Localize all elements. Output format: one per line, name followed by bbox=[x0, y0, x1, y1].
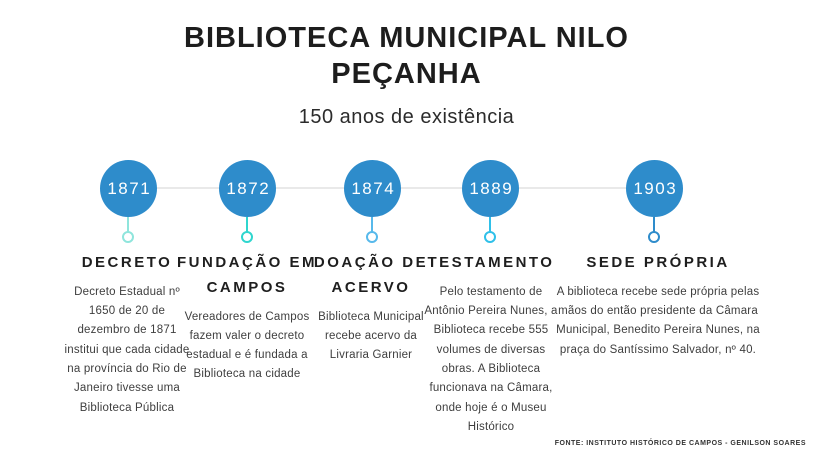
page-title: BIBLIOTECA MUNICIPAL NILO PEÇANHA bbox=[0, 20, 813, 93]
timeline-node-1872: 1872 bbox=[219, 160, 276, 217]
event-body: Pelo testamento de Antônio Pereira Nunes… bbox=[424, 285, 558, 433]
event-heading: DECRETO bbox=[81, 254, 173, 271]
header: BIBLIOTECA MUNICIPAL NILO PEÇANHA 150 an… bbox=[0, 20, 813, 129]
page-title-line1: BIBLIOTECA MUNICIPAL NILO bbox=[184, 22, 629, 54]
year-label: 1903 bbox=[633, 178, 678, 198]
source-credit: FONTE: INSTITUTO HISTÓRICO DE CAMPOS - G… bbox=[554, 440, 806, 447]
event-body: A biblioteca recebe sede própria pelas m… bbox=[556, 285, 760, 356]
event-body: Vereadores de Campos fazem valer o decre… bbox=[184, 310, 310, 381]
connector-stem bbox=[653, 217, 655, 232]
connector-ring-icon bbox=[241, 231, 253, 243]
event-body: Decreto Estadual nº 1650 de 20 de dezemb… bbox=[64, 285, 190, 414]
connector-stem bbox=[246, 217, 248, 232]
event-heading: TESTAMENTO bbox=[427, 254, 555, 271]
event-heading: FUNDAÇÃO EM CAMPOS bbox=[177, 254, 317, 296]
event-heading: SEDE PRÓPRIA bbox=[586, 254, 730, 271]
year-label: 1889 bbox=[469, 178, 514, 198]
connector-ring-icon bbox=[122, 231, 134, 243]
timeline-node-1889: 1889 bbox=[462, 160, 519, 217]
timeline-node-1871: 1871 bbox=[100, 160, 157, 217]
connector-ring-icon bbox=[366, 231, 378, 243]
connector-stem bbox=[127, 217, 129, 232]
page-title-line2: PEÇANHA bbox=[331, 58, 482, 91]
connector-ring-icon bbox=[484, 231, 496, 243]
event-fundacao-em-campos: FUNDAÇÃO EM CAMPOS Vereadores de Campos … bbox=[177, 251, 317, 385]
timeline-node-1874: 1874 bbox=[344, 160, 401, 217]
event-body: Biblioteca Municipal recebe acervo da Li… bbox=[318, 310, 424, 362]
timeline-node-1903: 1903 bbox=[626, 160, 683, 217]
page-subtitle: 150 anos de existência bbox=[298, 105, 515, 128]
event-sede-propria: SEDE PRÓPRIA A biblioteca recebe sede pr… bbox=[545, 251, 771, 360]
connector-ring-icon bbox=[648, 231, 660, 243]
year-label: 1871 bbox=[107, 178, 152, 198]
connector-stem bbox=[371, 217, 373, 232]
year-label: 1874 bbox=[351, 178, 396, 198]
year-label: 1872 bbox=[226, 178, 271, 198]
event-testamento: TESTAMENTO Pelo testamento de Antônio Pe… bbox=[424, 251, 558, 437]
event-decreto: DECRETO Decreto Estadual nº 1650 de 20 d… bbox=[62, 251, 192, 418]
connector-stem bbox=[489, 217, 491, 232]
event-doacao-de-acervo: DOAÇÃO DE ACERVO Biblioteca Municipal re… bbox=[311, 251, 431, 365]
event-heading: DOAÇÃO DE ACERVO bbox=[313, 254, 429, 296]
